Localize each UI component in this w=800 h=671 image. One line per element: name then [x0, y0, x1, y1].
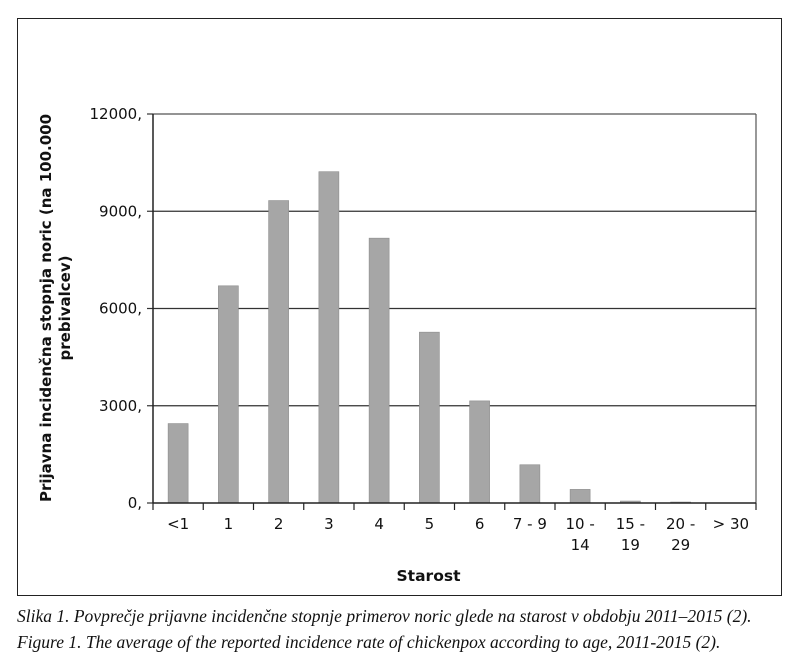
- x-tick-label: > 30: [713, 515, 749, 533]
- x-axis-title: Starost: [397, 567, 462, 585]
- x-tick-label: 14: [571, 536, 590, 554]
- y-tick-label: 3000,: [99, 397, 142, 415]
- bar-chart: 0, 3000, 6000, 9000, 12000, <1 1 2 3 4 5 6 7 - 9 10 -…: [37, 105, 757, 585]
- y-tick-label: 6000,: [99, 300, 142, 318]
- y-axis-title: Prijavna incidenčna stopnja noric (na 10…: [37, 114, 55, 502]
- y-axis-title: prebivalcev): [56, 256, 74, 361]
- bar: [167, 423, 189, 504]
- x-tick-label: 7 - 9: [513, 515, 547, 533]
- bar: [419, 331, 440, 504]
- figure-caption-slovenian: Slika 1. Povprečje prijavne incidenčne s…: [17, 606, 752, 626]
- figure-caption-english: Figure 1. The average of the reported in…: [17, 632, 721, 652]
- x-tick-label: 19: [621, 536, 640, 554]
- bar: [268, 200, 289, 504]
- bar: [368, 237, 390, 504]
- x-tick-label: 6: [475, 515, 485, 533]
- x-tick-label: 29: [671, 536, 690, 554]
- x-tick-label: 2: [274, 515, 284, 533]
- bar: [519, 464, 541, 504]
- y-tick-label: 9000,: [99, 202, 142, 220]
- x-tick-label: 10 -: [565, 515, 594, 533]
- figure-frame: [17, 18, 782, 596]
- x-tick-label: 3: [324, 515, 334, 533]
- x-tick-label: 20 -: [666, 515, 695, 533]
- bar: [318, 171, 340, 504]
- bar: [218, 285, 239, 504]
- x-tick-label: 5: [425, 515, 435, 533]
- bar: [569, 489, 591, 504]
- bar: [469, 400, 490, 504]
- x-tick-label: 4: [374, 515, 384, 533]
- x-tick-label: 15 -: [616, 515, 645, 533]
- y-tick-label: 0,: [128, 494, 142, 512]
- x-tick-label: <1: [167, 515, 189, 533]
- x-tick-label: 1: [224, 515, 234, 533]
- y-tick-label: 12000,: [90, 105, 143, 123]
